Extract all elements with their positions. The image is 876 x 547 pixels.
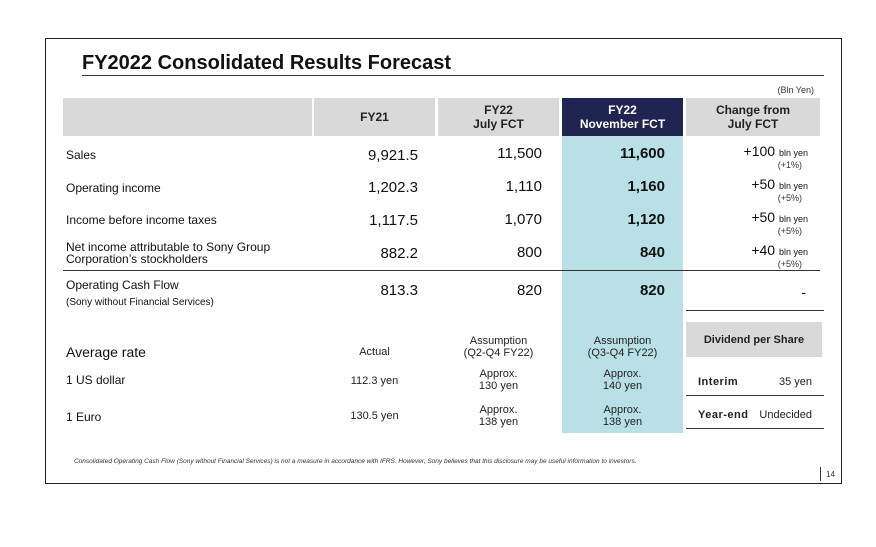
header-fy21: FY21 xyxy=(314,98,435,136)
ibt-change-pct: (+5%) xyxy=(777,226,802,236)
footnote: Consolidated Operating Cash Flow (Sony w… xyxy=(74,458,637,465)
dividend-header: Dividend per Share xyxy=(686,322,822,357)
ocf-fy21: 813.3 xyxy=(380,282,418,299)
op-income-july: 1,110 xyxy=(505,178,542,195)
net-income-change-pct: (+5%) xyxy=(777,259,802,269)
header-change-line1: Change from xyxy=(715,103,790,117)
page-number-divider xyxy=(820,467,821,481)
page-number: 14 xyxy=(826,470,835,479)
sales-july: 11,500 xyxy=(497,145,542,162)
ibt-change: +50 bln yen xyxy=(706,209,808,225)
rate-usd-nov-line1: Approx. xyxy=(603,368,642,380)
dividend-interim-rule xyxy=(686,395,824,396)
header-change-line2: July FCT xyxy=(727,117,779,131)
row-label-ocf-sub: (Sony without Financial Services) xyxy=(66,297,214,308)
rate-usd-july: Approx. 130 yen xyxy=(438,368,559,392)
row-label-income-before-taxes: Income before income taxes xyxy=(66,213,217,227)
rate-eur-nov: Approx. 138 yen xyxy=(562,404,683,428)
ocf-separator xyxy=(63,270,820,271)
ocf-bottom-rule xyxy=(686,310,824,311)
header-blank-cell xyxy=(63,98,312,136)
slide: FY2022 Consolidated Results Forecast (Bl… xyxy=(45,38,842,484)
op-income-fy21: 1,202.3 xyxy=(367,179,418,196)
dividend-interim-row: Interim 35 yen xyxy=(686,368,824,396)
rate-nov-header-line2: (Q3-Q4 FY22) xyxy=(587,347,658,359)
rate-july-header-line1: Assumption xyxy=(469,335,528,347)
header-nov-line1: FY22 xyxy=(608,103,637,117)
ibt-nov: 1,120 xyxy=(627,211,665,228)
ocf-nov: 820 xyxy=(639,282,665,299)
unit-note: (Bln Yen) xyxy=(777,85,814,95)
rate-eur-actual: 130.5 yen xyxy=(350,410,399,422)
rate-usd-nov-line2: 140 yen xyxy=(602,380,643,392)
net-income-change-value: +40 xyxy=(751,242,776,258)
net-income-july: 800 xyxy=(516,244,542,261)
rate-eur-nov-line1: Approx. xyxy=(603,404,642,416)
dividend-yearend-value: Undecided xyxy=(759,409,812,421)
ibt-fy21: 1,117.5 xyxy=(369,212,418,229)
rate-eur-nov-line2: 138 yen xyxy=(602,416,643,428)
header-july-fct: FY22 July FCT xyxy=(438,98,559,136)
ocf-july: 820 xyxy=(516,282,542,299)
sales-change-value: +100 xyxy=(743,143,776,159)
sales-change: +100 bln yen xyxy=(706,143,808,159)
title-underline xyxy=(82,75,824,76)
rate-usd-nov: Approx. 140 yen xyxy=(562,368,683,392)
header-change: Change from July FCT xyxy=(686,98,820,136)
rate-eur-july-line2: 138 yen xyxy=(478,416,519,428)
op-income-change-pct: (+5%) xyxy=(777,193,802,203)
rate-july-header: Assumption (Q2-Q4 FY22) xyxy=(438,335,559,359)
net-income-label-line2: Corporation’s stockholders xyxy=(66,252,208,266)
rate-usd-july-line1: Approx. xyxy=(479,368,518,380)
dividend-interim-label: Interim xyxy=(698,376,739,388)
rate-eur-july: Approx. 138 yen xyxy=(438,404,559,428)
sales-change-unit: bln yen xyxy=(778,148,808,158)
ocf-change: - xyxy=(801,284,806,300)
november-highlight-column xyxy=(562,136,683,433)
rate-usd-july-line2: 130 yen xyxy=(478,380,519,392)
dividend-yearend-row: Year-end Undecided xyxy=(686,401,824,429)
row-label-operating-income: Operating income xyxy=(66,181,161,195)
sales-change-pct: (+1%) xyxy=(777,160,802,170)
dividend-yearend-label: Year-end xyxy=(698,409,749,421)
row-label-ocf: Operating Cash Flow xyxy=(66,278,179,292)
row-label-net-income: Net income attributable to Sony Group Co… xyxy=(66,241,270,265)
net-income-label-line1: Net income attributable to Sony Group xyxy=(66,240,271,254)
op-income-nov: 1,160 xyxy=(627,178,665,195)
average-rate-title: Average rate xyxy=(66,344,146,360)
op-income-change-value: +50 xyxy=(751,176,776,192)
sales-nov: 11,600 xyxy=(619,145,665,162)
rate-july-header-line2: (Q2-Q4 FY22) xyxy=(463,347,534,359)
header-nov-line2: November FCT xyxy=(579,117,666,131)
net-income-nov: 840 xyxy=(639,244,665,261)
net-income-change: +40 bln yen xyxy=(706,242,808,258)
row-label-sales: Sales xyxy=(66,148,97,162)
op-income-change-unit: bln yen xyxy=(778,181,808,191)
net-income-fy21: 882.2 xyxy=(380,245,418,262)
header-november-fct: FY22 November FCT xyxy=(562,98,683,136)
header-july-line2: July FCT xyxy=(473,117,524,131)
dividend-yearend-rule xyxy=(686,428,824,429)
net-income-change-unit: bln yen xyxy=(778,247,808,257)
rate-nov-header: Assumption (Q3-Q4 FY22) xyxy=(562,335,683,359)
rate-usd-actual: 112.3 yen xyxy=(350,375,399,387)
ibt-change-value: +50 xyxy=(751,209,776,225)
ibt-change-unit: bln yen xyxy=(778,214,808,224)
rate-eur-july-line1: Approx. xyxy=(479,404,518,416)
header-july-line1: FY22 xyxy=(484,103,513,117)
dividend-interim-value: 35 yen xyxy=(778,376,812,388)
sales-fy21: 9,921.5 xyxy=(367,147,418,164)
rate-actual-header: Actual xyxy=(359,346,390,358)
ibt-july: 1,070 xyxy=(504,211,542,228)
page-title: FY2022 Consolidated Results Forecast xyxy=(82,52,452,74)
rate-nov-header-line1: Assumption xyxy=(593,335,652,347)
header-fy21-label: FY21 xyxy=(360,110,389,124)
rate-label-usd: 1 US dollar xyxy=(66,373,126,387)
op-income-change: +50 bln yen xyxy=(706,176,808,192)
rate-label-eur: 1 Euro xyxy=(66,410,102,424)
